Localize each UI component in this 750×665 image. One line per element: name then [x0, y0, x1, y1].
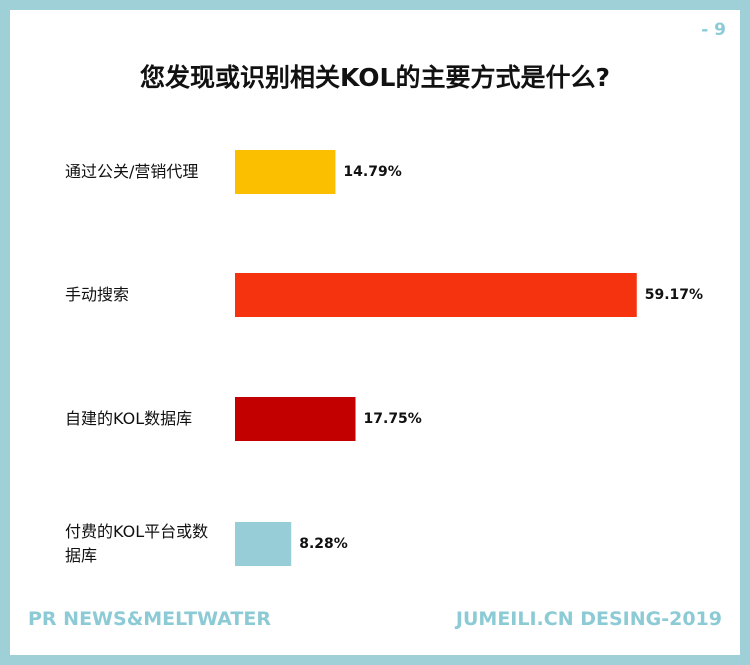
page-number: - 9 [701, 20, 726, 40]
panel [10, 10, 740, 655]
value-label: 8.28% [299, 536, 348, 552]
bar [235, 397, 356, 441]
bar [235, 150, 336, 194]
footer-right: JUMEILI.CN DESING-2019 [455, 608, 722, 630]
value-label: 17.75% [363, 411, 422, 427]
category-label: 手动搜索 [65, 285, 130, 304]
bar [235, 273, 637, 317]
value-label: 14.79% [343, 164, 402, 180]
category-label: 通过公关/营销代理 [65, 162, 199, 181]
category-label: 自建的KOL数据库 [65, 409, 193, 428]
value-label: 59.17% [644, 287, 704, 303]
category-label: 付费的KOL平台或数据库 [65, 522, 209, 565]
bar [235, 522, 292, 566]
chart-title: 您发现或识别相关KOL的主要方式是什么? [140, 63, 610, 92]
footer-left: PR NEWS&MELTWATER [28, 608, 271, 630]
